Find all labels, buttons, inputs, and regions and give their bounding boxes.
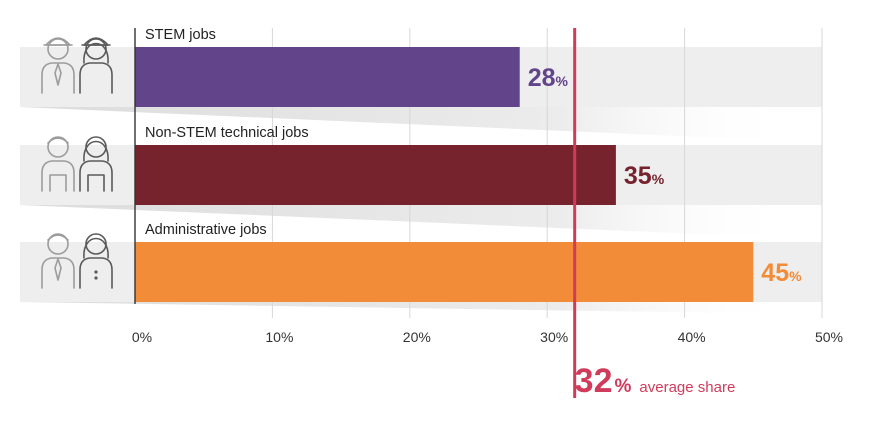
- bar: [135, 47, 520, 107]
- average-label: 32% average share: [575, 362, 736, 400]
- x-axis-ticks: 0% 10% 20% 30% 40% 50%: [132, 329, 843, 345]
- bars: STEM jobs 28% Non-STEM technical jobs 35% Ad…: [135, 27, 802, 302]
- bar: [135, 145, 616, 205]
- row-shadow-wedge: [20, 302, 792, 314]
- bar-value-label: 28%: [528, 64, 569, 92]
- row-icons: [41, 37, 113, 289]
- x-tick-label: 10%: [265, 329, 293, 345]
- row-shadow-wedge: [20, 205, 792, 238]
- x-tick-label: 0%: [132, 329, 152, 345]
- category-label: STEM jobs: [145, 27, 216, 43]
- category-label: Non-STEM technical jobs: [145, 125, 309, 141]
- mechanic-pair-icon: [41, 136, 113, 192]
- x-tick-label: 20%: [403, 329, 431, 345]
- category-label: Administrative jobs: [145, 222, 267, 238]
- x-tick-label: 40%: [678, 329, 706, 345]
- bar-value-label: 35%: [624, 162, 665, 190]
- worker-pair-icon: [41, 37, 113, 94]
- office-worker-pair-icon: [41, 233, 113, 289]
- bar-value-label: 45%: [761, 259, 802, 287]
- row-shadow-wedge: [20, 107, 792, 141]
- x-tick-label: 30%: [540, 329, 568, 345]
- x-tick-label: 50%: [815, 329, 843, 345]
- bar: [135, 242, 754, 302]
- average-reference-line: 32% average share: [573, 28, 736, 400]
